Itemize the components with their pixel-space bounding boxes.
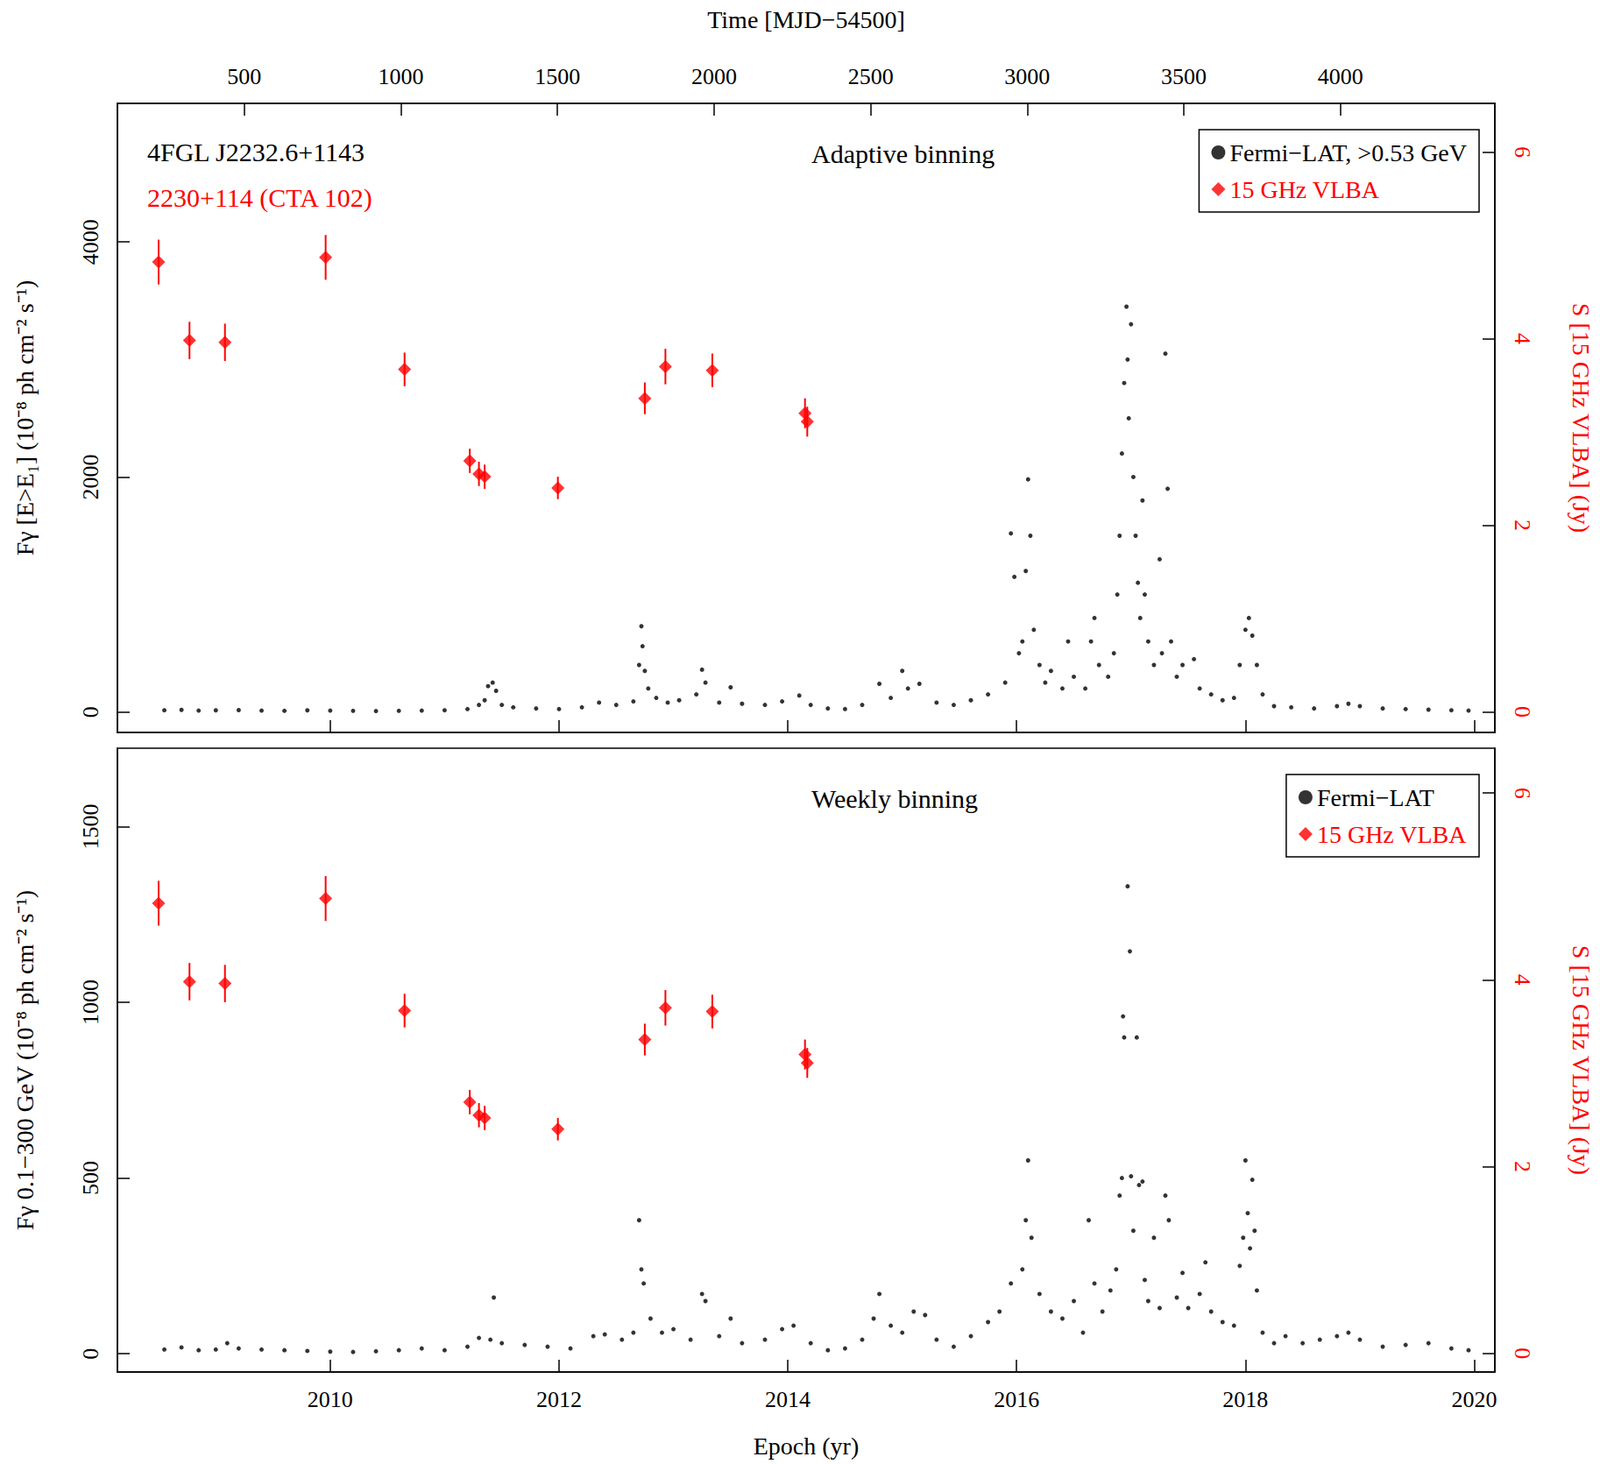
svg-text:2500: 2500: [848, 63, 894, 90]
svg-text:Fγ [E>E₁] (10⁻⁸ ph cm⁻² s⁻¹): Fγ [E>E₁] (10⁻⁸ ph cm⁻² s⁻¹): [11, 280, 39, 557]
svg-text:0: 0: [77, 1348, 104, 1360]
svg-text:2016: 2016: [993, 1387, 1040, 1413]
svg-text:S [15 GHz VLBA] (Jy): S [15 GHz VLBA] (Jy): [1567, 303, 1595, 533]
svg-text:2000: 2000: [691, 63, 737, 90]
svg-text:Fγ 0.1−300 GeV (10⁻⁸ ph cm⁻² s: Fγ 0.1−300 GeV (10⁻⁸ ph cm⁻² s⁻¹): [11, 890, 39, 1231]
svg-text:S [15 GHz VLBA] (Jy): S [15 GHz VLBA] (Jy): [1567, 945, 1595, 1176]
svg-text:4: 4: [1509, 974, 1536, 986]
svg-text:Epoch (yr): Epoch (yr): [753, 1432, 860, 1460]
svg-text:Fermi−LAT: Fermi−LAT: [1316, 784, 1435, 812]
svg-text:1000: 1000: [377, 63, 424, 90]
svg-text:4FGL J2232.6+1143: 4FGL J2232.6+1143: [147, 137, 365, 167]
svg-text:0: 0: [1509, 1347, 1536, 1360]
svg-text:6: 6: [1509, 146, 1536, 158]
svg-text:2018: 2018: [1222, 1387, 1268, 1413]
svg-text:2000: 2000: [77, 453, 104, 500]
svg-text:0: 0: [1509, 706, 1536, 718]
svg-text:1000: 1000: [77, 979, 104, 1026]
svg-text:Time [MJD−54500]: Time [MJD−54500]: [707, 6, 906, 34]
svg-text:2: 2: [1509, 1161, 1536, 1173]
svg-text:15 GHz VLBA: 15 GHz VLBA: [1316, 821, 1467, 849]
svg-text:3000: 3000: [1004, 63, 1050, 90]
svg-text:2: 2: [1509, 519, 1536, 531]
svg-text:4000: 4000: [77, 219, 104, 265]
svg-text:1500: 1500: [534, 63, 581, 90]
svg-text:500: 500: [226, 63, 262, 90]
svg-text:Weekly binning: Weekly binning: [811, 784, 978, 814]
svg-text:4: 4: [1509, 332, 1536, 345]
svg-text:15 GHz VLBA: 15 GHz VLBA: [1229, 176, 1380, 204]
svg-text:2020: 2020: [1451, 1387, 1497, 1413]
svg-text:2230+114 (CTA 102): 2230+114 (CTA 102): [147, 183, 373, 213]
svg-text:Fermi−LAT, >0.53 GeV: Fermi−LAT, >0.53 GeV: [1229, 139, 1467, 167]
svg-text:2012: 2012: [536, 1387, 582, 1413]
svg-text:2010: 2010: [307, 1387, 354, 1413]
svg-text:3500: 3500: [1161, 63, 1207, 90]
svg-text:2014: 2014: [764, 1387, 811, 1413]
svg-text:0: 0: [77, 706, 104, 718]
svg-text:Adaptive binning: Adaptive binning: [811, 139, 995, 169]
svg-text:4000: 4000: [1317, 63, 1364, 90]
svg-text:6: 6: [1509, 787, 1536, 800]
svg-text:500: 500: [77, 1161, 104, 1196]
svg-text:1500: 1500: [77, 803, 104, 850]
